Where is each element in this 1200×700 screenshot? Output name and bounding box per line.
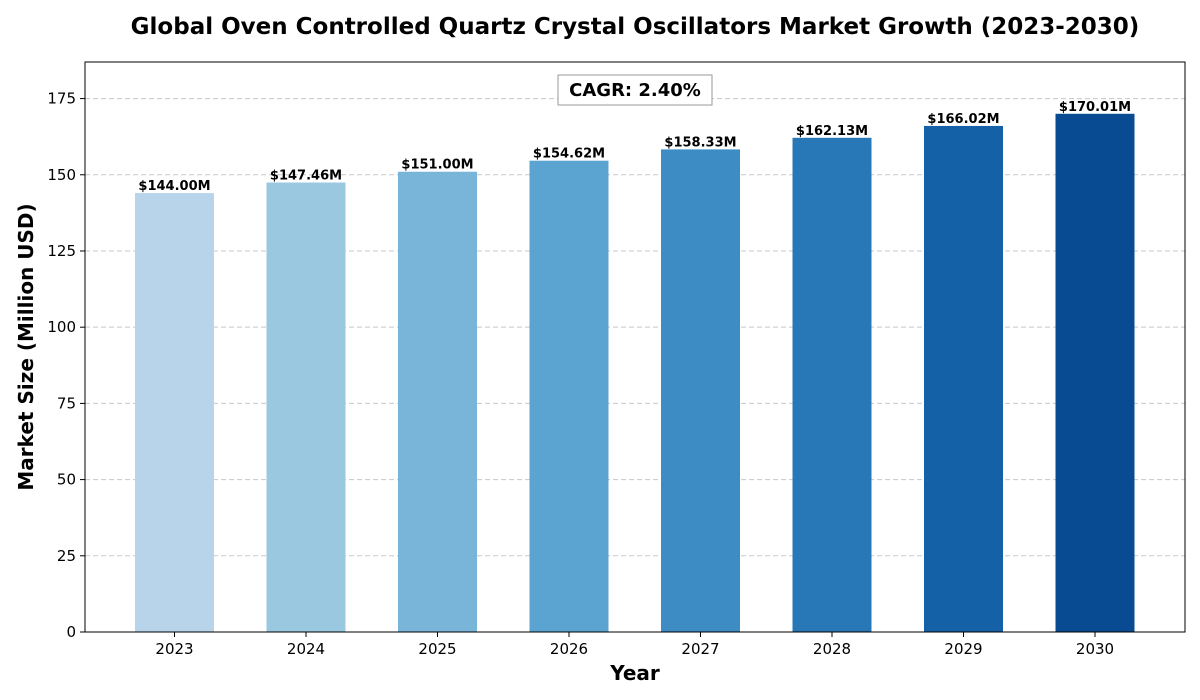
cagr-text: CAGR: 2.40% [569, 80, 701, 101]
bars [135, 113, 1135, 633]
x-tick-label-2030: 2030 [1076, 640, 1114, 658]
bar-2027 [661, 149, 740, 633]
y-tick-label: 50 [57, 471, 76, 489]
bar-2028 [792, 137, 872, 632]
cagr-annotation: CAGR: 2.40% [557, 74, 713, 106]
x-axis-label: Year [609, 661, 660, 685]
bar-2029 [924, 125, 1003, 632]
data-label-2028: $162.13M [796, 124, 868, 139]
bar-2024 [266, 182, 346, 632]
y-tick-label: 25 [57, 547, 76, 565]
x-tick-label-2028: 2028 [813, 640, 851, 658]
data-labels: $144.00M $147.46M $151.00M $154.62M $158.33M… [138, 100, 1131, 194]
y-tick-label: 125 [47, 242, 76, 260]
y-tick-label: 100 [47, 318, 76, 336]
data-label-2026: $154.62M [533, 147, 605, 162]
x-tick-label-2026: 2026 [550, 640, 588, 658]
data-label-2027: $158.33M [664, 135, 736, 150]
bar-2025 [398, 171, 477, 633]
plot-frame [84, 61, 1186, 633]
x-tick-label-2029: 2029 [944, 640, 982, 658]
y-tick-label: 175 [47, 90, 76, 108]
data-label-2030: $170.01M [1059, 100, 1131, 115]
bar-2026 [529, 160, 609, 632]
data-label-2024: $147.46M [270, 169, 342, 184]
x-tick-label-2024: 2024 [287, 640, 325, 658]
y-tick-label: 75 [57, 394, 76, 412]
y-tick-label: 0 [66, 623, 76, 641]
data-label-2025: $151.00M [401, 158, 473, 173]
y-axis-label: Market Size (Million USD) [14, 203, 38, 490]
data-label-2023: $144.00M [138, 179, 210, 194]
cagr-box [557, 74, 713, 106]
bar-2023 [135, 193, 214, 632]
x-tick-label-2027: 2027 [681, 640, 719, 658]
x-axis-ticks: 2023 2024 2025 2026 2027 2028 2029 2030 [155, 632, 1114, 658]
grid-lines [85, 98, 1185, 557]
y-tick-label: 150 [47, 166, 76, 184]
bar-2030 [1055, 113, 1135, 632]
x-tick-label-2025: 2025 [418, 640, 456, 658]
x-tick-label-2023: 2023 [155, 640, 193, 658]
data-label-2029: $166.02M [927, 112, 999, 127]
y-axis-ticks: 0 25 50 75 100 125 150 175 [47, 90, 85, 641]
chart-title: Global Oven Controlled Quartz Crystal Os… [131, 14, 1140, 40]
